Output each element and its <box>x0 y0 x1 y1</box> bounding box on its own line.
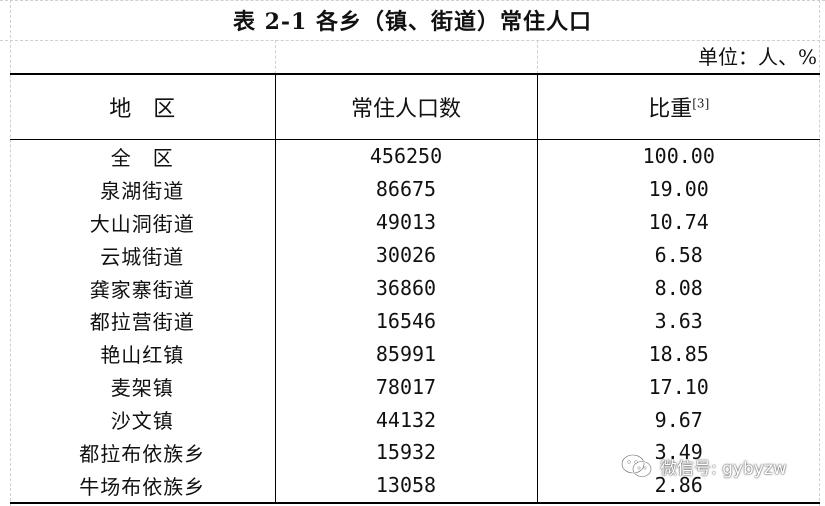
population-cell: 86675 <box>274 172 537 206</box>
footnote-marker: [3] <box>692 96 710 111</box>
share-cell: 17.10 <box>536 370 820 404</box>
watermark-text: 微信号: gybyzw <box>660 458 787 479</box>
header-row: 地 区 常住人口数 比重[3] <box>10 73 820 140</box>
table-row: 全 区 456250 100.00 <box>10 139 820 173</box>
population-cell: 15932 <box>274 436 537 469</box>
population-cell: 44132 <box>274 403 537 437</box>
region-cell: 全 区 <box>110 145 174 170</box>
table-row: 泉湖街道 86675 19.00 <box>10 172 820 206</box>
share-cell: 6.58 <box>536 238 820 272</box>
header-population: 常住人口数 <box>274 73 537 140</box>
wechat-watermark: 微信号: gybyzw <box>620 452 787 480</box>
table-row: 麦架镇 78017 17.10 <box>10 370 820 404</box>
share-cell: 100.00 <box>536 139 820 173</box>
population-cell: 16546 <box>274 304 537 338</box>
table-row: 牛场布依族乡 13058 2.86 <box>10 468 820 504</box>
header-share-label: 比重 <box>648 97 693 122</box>
table-row: 龚家寨街道 36860 8.08 <box>10 271 820 305</box>
population-cell: 36860 <box>274 271 537 305</box>
table-title: 表 2-1 各乡（镇、街道）常住人口 <box>232 9 593 35</box>
grid-guide <box>0 0 825 1</box>
table-row: 云城街道 30026 6.58 <box>10 238 820 272</box>
table-row: 大山洞街道 49013 10.74 <box>10 205 820 239</box>
region-cell: 都拉营街道 <box>89 310 195 335</box>
share-cell: 18.85 <box>536 337 820 371</box>
region-cell: 沙文镇 <box>110 409 174 434</box>
region-cell: 都拉布依族乡 <box>79 441 206 466</box>
header-region-label: 地 区 <box>109 97 176 122</box>
region-cell: 麦架镇 <box>110 376 174 401</box>
share-cell: 9.67 <box>536 403 820 437</box>
region-cell: 泉湖街道 <box>100 178 185 203</box>
header-region: 地 区 <box>10 73 275 140</box>
population-cell: 30026 <box>274 238 537 272</box>
table-row: 都拉布依族乡 15932 3.49 <box>10 436 820 469</box>
grid-guide <box>275 40 276 74</box>
population-cell: 13058 <box>274 468 537 504</box>
share-cell: 10.74 <box>536 205 820 239</box>
wechat-icon <box>620 453 654 479</box>
grid-guide <box>10 0 11 506</box>
region-cell: 大山洞街道 <box>89 211 195 236</box>
share-cell: 2.86 <box>536 468 820 504</box>
unit-row: 单位：人、% <box>0 42 825 72</box>
share-cell: 3.49 <box>536 436 820 469</box>
population-cell: 78017 <box>274 370 537 404</box>
population-cell: 49013 <box>274 205 537 239</box>
region-cell: 牛场布依族乡 <box>10 468 275 504</box>
region-cell: 艳山红镇 <box>100 343 185 368</box>
share-cell: 8.08 <box>536 271 820 305</box>
table-row: 沙文镇 44132 9.67 <box>10 403 820 437</box>
table-row: 艳山红镇 85991 18.85 <box>10 337 820 371</box>
population-cell: 85991 <box>274 337 537 371</box>
population-cell: 456250 <box>274 139 537 173</box>
share-cell: 19.00 <box>536 172 820 206</box>
region-cell: 龚家寨街道 <box>89 277 195 302</box>
population-table: 地 区 常住人口数 比重[3] 全 区 456250 100.00 泉湖街道 8… <box>10 73 820 504</box>
table-row: 都拉营街道 16546 3.63 <box>10 304 820 338</box>
header-population-label: 常住人口数 <box>350 97 461 122</box>
share-cell: 3.63 <box>536 304 820 338</box>
grid-guide <box>0 40 825 41</box>
unit-label: 单位：人、% <box>697 45 817 69</box>
grid-guide <box>537 40 538 74</box>
region-cell: 云城街道 <box>100 244 185 269</box>
header-share: 比重[3] <box>536 73 820 140</box>
